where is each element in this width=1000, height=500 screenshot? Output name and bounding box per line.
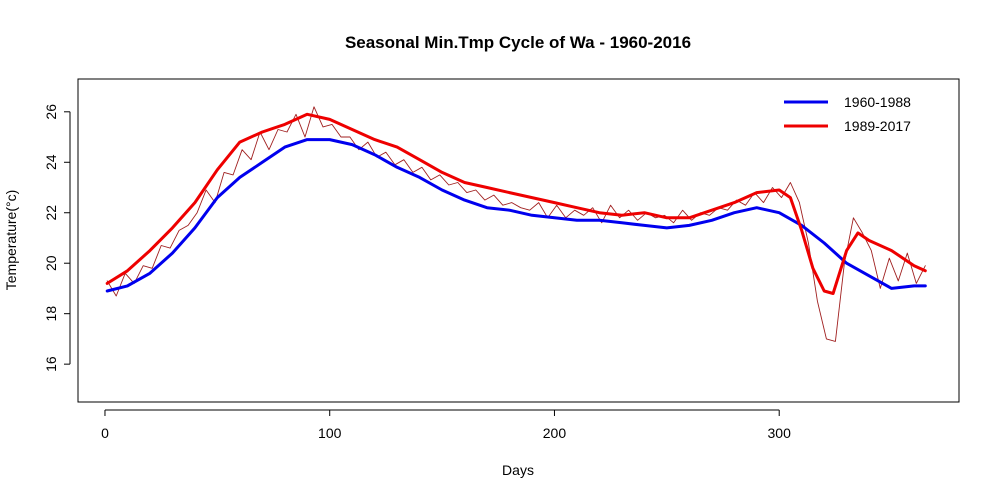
x-tick-label: 100 [318,425,342,441]
series-line-1989-2017 [105,112,927,295]
y-axis: 16 18 20 22 24 26 [43,104,71,372]
x-tick-label: 300 [768,425,792,441]
x-tick-label: 0 [101,425,109,441]
y-tick-label: 20 [43,255,59,271]
series-line-raw-daily [106,106,926,342]
y-tick-label: 18 [43,306,59,322]
y-tick-label: 24 [43,154,59,170]
y-tick-label: 26 [43,104,59,120]
x-axis: 0 100 200 300 [101,409,792,441]
legend-label: 1960-1988 [844,94,911,110]
plot-frame [77,78,960,403]
legend-label: 1989-2017 [844,118,911,134]
x-tick-label: 200 [543,425,567,441]
y-axis-label: Temperature(°c) [3,190,19,291]
legend: 1960-1988 1989-2017 [784,94,911,134]
y-tick-label: 22 [43,205,59,221]
chart-title: Seasonal Min.Tmp Cycle of Wa - 1960-2016 [345,33,691,52]
x-axis-label: Days [502,462,534,478]
y-tick-label: 16 [43,356,59,372]
series-layer [105,106,927,342]
